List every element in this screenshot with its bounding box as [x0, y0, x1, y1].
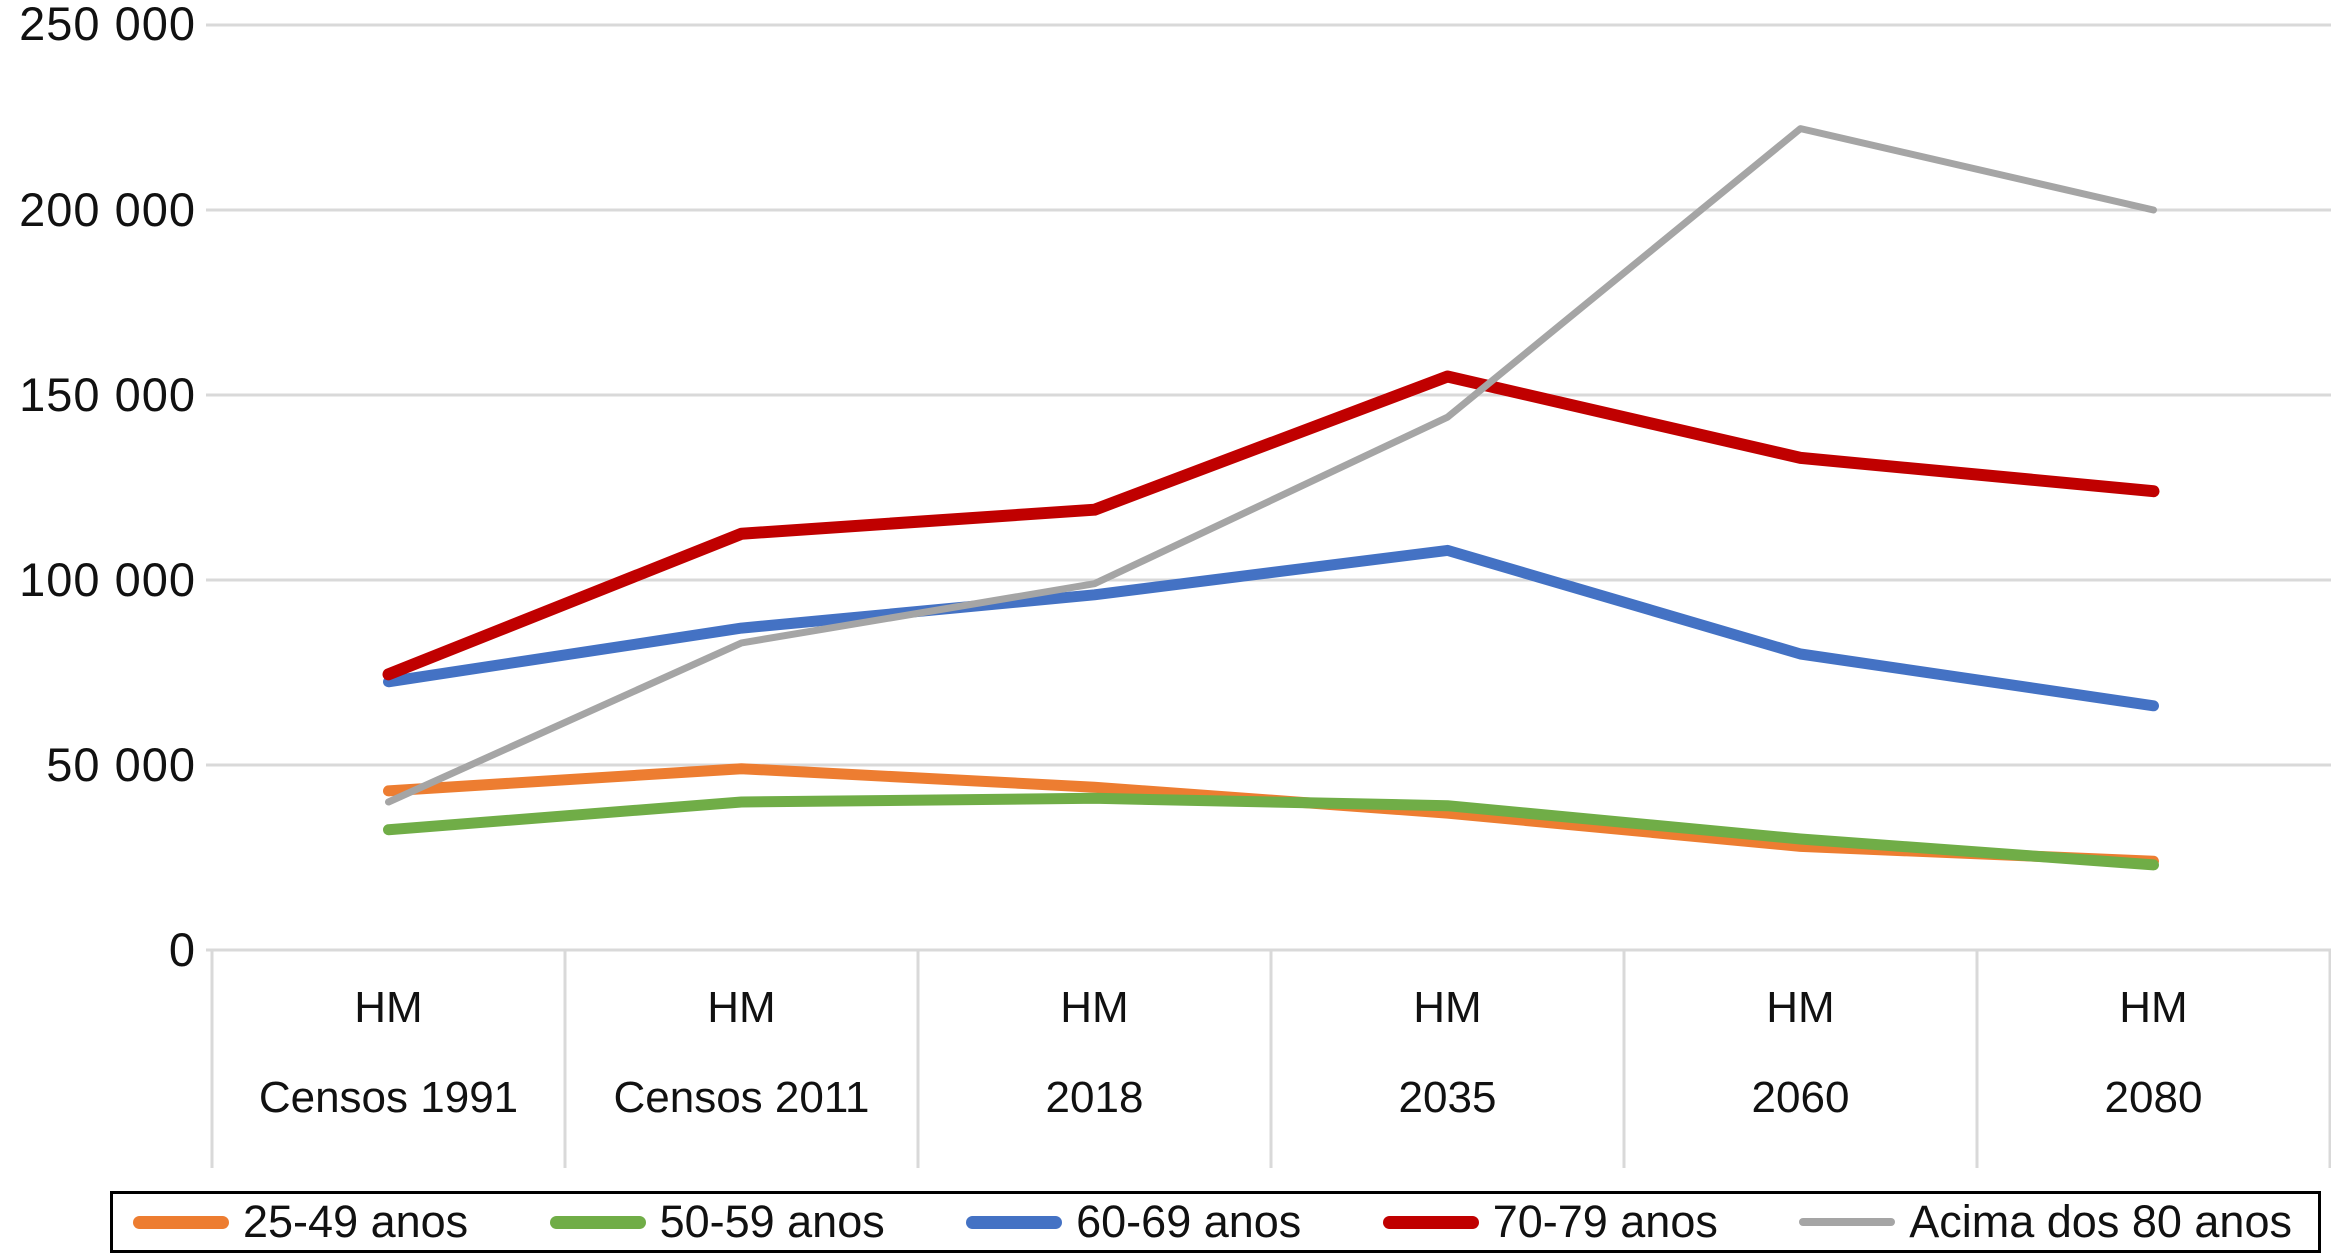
legend-item: 25-49 anos	[133, 1196, 468, 1248]
legend-item: 70-79 anos	[1382, 1196, 1718, 1248]
x-axis-category: HM 2035	[1271, 950, 1624, 1168]
y-axis-tick-label: 100 000	[19, 553, 196, 606]
x-axis-category-year-label: 2035	[1398, 1073, 1497, 1122]
x-axis-category-year-label: Censos 1991	[258, 1073, 519, 1122]
legend-item: 50-59 anos	[549, 1196, 885, 1248]
series-line-70-79-anos	[382, 370, 2160, 681]
x-axis-category-year-label: Censos 2011	[613, 1073, 870, 1122]
legend-label: 25-49 anos	[243, 1196, 469, 1247]
x-axis-category-group-label: HM	[354, 983, 423, 1032]
legend-swatch-icon	[133, 1215, 229, 1229]
series-line-60-69-anos	[383, 544, 2159, 712]
y-axis-tick-label: 0	[168, 923, 196, 976]
legend-swatch-icon	[1799, 1218, 1896, 1226]
x-axis-category-year-label: 2080	[2104, 1073, 2203, 1122]
x-axis-category-group-label: HM	[2119, 983, 2188, 1032]
y-axis-tick-label: 50 000	[46, 738, 196, 791]
x-axis-category-group-label: HM	[1766, 983, 1835, 1032]
x-axis-category-year-label: 2060	[1751, 1073, 1850, 1122]
x-axis-category: HM Censos 2011	[565, 950, 918, 1168]
legend-label: 50-59 anos	[659, 1196, 885, 1247]
y-axis-tick-label: 250 000	[19, 0, 196, 50]
legend-item: Acima dos 80 anos	[1799, 1196, 2292, 1248]
x-axis-category-year-label: 2018	[1045, 1073, 1144, 1122]
x-axis: HM Censos 1991 HM Censos 2011 HM 2018 HM…	[212, 950, 2330, 1168]
legend-label: Acima dos 80 anos	[1909, 1196, 2292, 1247]
x-axis-category: HM Censos 1991	[212, 950, 565, 1168]
legend: 25-49 anos 50-59 anos 60-69 anos 70-79 a…	[110, 1191, 2321, 1253]
x-axis-category: HM 2018	[918, 950, 1271, 1168]
x-axis-category-group-label: HM	[707, 983, 776, 1032]
legend-label: 70-79 anos	[1492, 1196, 1718, 1247]
legend-item: 60-69 anos	[966, 1196, 1301, 1248]
x-axis-category-group-label: HM	[1060, 983, 1129, 1032]
x-axis-category: HM 2060	[1624, 950, 1977, 1168]
legend-swatch-icon	[1382, 1215, 1479, 1229]
legend-swatch-icon	[966, 1215, 1063, 1229]
x-axis-category-group-label: HM	[1413, 983, 1482, 1032]
y-axis-tick-label: 200 000	[19, 183, 196, 236]
series-line-50-59-anos	[383, 792, 2159, 871]
x-axis-category: HM 2080	[1977, 950, 2330, 1168]
legend-swatch-icon	[549, 1215, 646, 1229]
legend-label: 60-69 anos	[1076, 1196, 1302, 1247]
series-line-acima-dos-80-anos	[385, 125, 2157, 806]
y-axis-tick-label: 150 000	[19, 368, 196, 421]
